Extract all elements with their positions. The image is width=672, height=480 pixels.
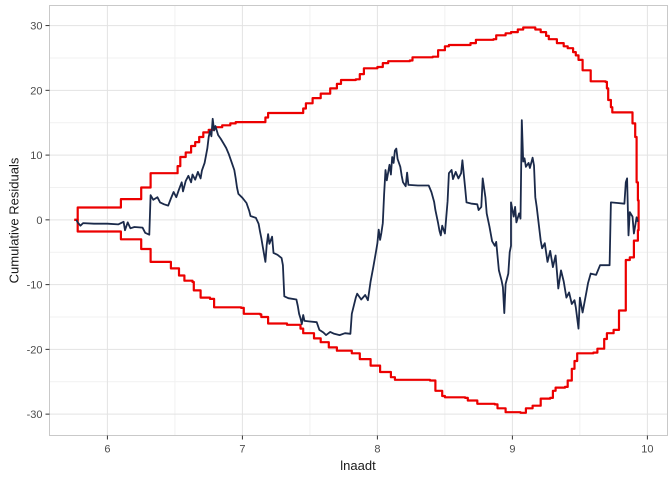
y-tick-label: 0: [36, 215, 42, 227]
y-tick-label: 10: [30, 150, 42, 162]
x-tick-label: 8: [374, 444, 380, 456]
x-tick-label: 7: [239, 444, 245, 456]
y-axis-title: Cumulative Residuals: [6, 157, 22, 284]
y-tick-label: 30: [30, 21, 42, 33]
x-tick-label: 6: [104, 444, 110, 456]
plot-panel: [49, 5, 668, 436]
y-tick-label: -20: [27, 344, 43, 356]
y-tick-label: 20: [30, 85, 42, 97]
x-tick-label: 10: [641, 444, 653, 456]
series-confidence-envelope-lower: [74, 218, 640, 414]
x-axis-title: lnaadt: [340, 458, 376, 473]
y-tick-label: -10: [27, 280, 43, 292]
panel-border: [49, 5, 668, 436]
x-tick-label: 9: [509, 444, 515, 456]
y-tick-label: -30: [27, 409, 43, 421]
series-confidence-envelope-upper: [74, 26, 640, 225]
series-cumulative-residuals: [75, 117, 639, 336]
